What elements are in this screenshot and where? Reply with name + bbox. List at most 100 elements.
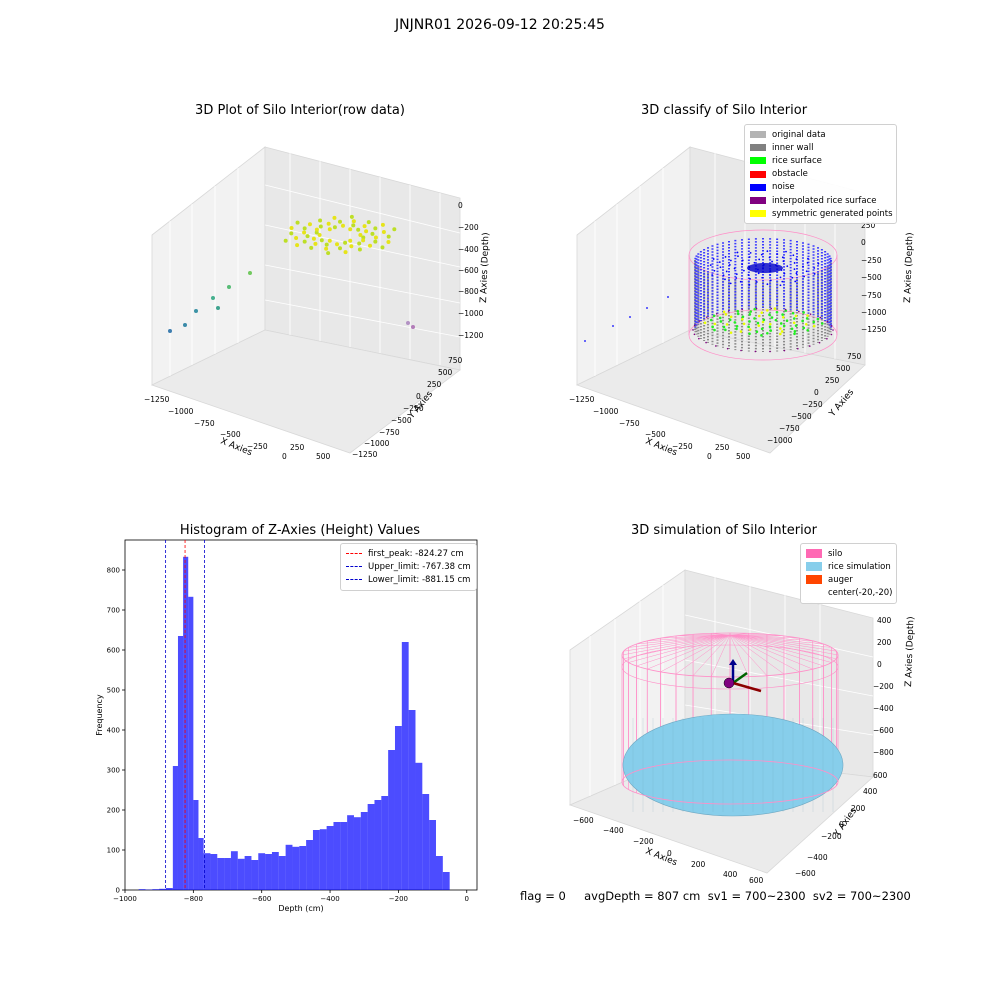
legend-swatch xyxy=(750,170,766,178)
svg-text:−750: −750 xyxy=(779,424,800,433)
svg-text:250: 250 xyxy=(290,443,305,452)
svg-text:−400: −400 xyxy=(603,826,624,835)
histogram-bar xyxy=(278,856,286,890)
histogram-bar xyxy=(401,642,409,890)
histogram-bar xyxy=(271,852,279,890)
histogram-bar xyxy=(408,710,416,890)
sim-z-ticks: 400 200 0 −200 −400 −600 −800 xyxy=(873,616,894,757)
svg-text:−200: −200 xyxy=(873,682,894,691)
silo-simulation-drawing xyxy=(621,632,844,817)
legend-swatch xyxy=(806,588,822,598)
classify-x-ticks: −1250 −1000 −750 −500 −250 0 250 500 xyxy=(569,395,751,461)
histogram-bar xyxy=(177,636,184,890)
histogram-bar xyxy=(299,846,307,890)
legend-line xyxy=(346,566,362,568)
svg-text:−1250: −1250 xyxy=(352,450,378,459)
histogram-reference-lines xyxy=(165,540,205,890)
svg-text:−750: −750 xyxy=(619,419,640,428)
svg-text:0: 0 xyxy=(667,849,672,858)
svg-text:−1000: −1000 xyxy=(861,308,887,317)
figure-title: JNJNR01 2026-09-12 20:25:45 xyxy=(395,17,605,33)
svg-text:−500: −500 xyxy=(791,412,812,421)
histogram-chart[interactable]: −1000 −800 −600 −400 −200 0 0 100 200 300 400 500 6… xyxy=(90,535,490,920)
histogram-bar xyxy=(258,853,266,890)
classify-point-cloud xyxy=(688,229,838,361)
histogram-bar xyxy=(422,794,430,890)
svg-text:−250: −250 xyxy=(403,404,424,413)
histogram-bar xyxy=(166,888,173,890)
histogram-bar xyxy=(138,889,146,890)
histogram-bar xyxy=(203,853,211,890)
histogram-bar xyxy=(152,889,160,890)
raw-3d-plot[interactable]: −1250 −1000 −750 −500 −250 0 250 500 X A… xyxy=(130,135,490,475)
legend-line xyxy=(346,579,362,581)
histogram-bar xyxy=(319,829,327,890)
status-footer: flag = 0 avgDepth = 807 cm sv1 = 700~230… xyxy=(520,889,911,903)
legend-swatch xyxy=(806,549,822,559)
raw-pane-floor xyxy=(150,329,461,454)
svg-text:0: 0 xyxy=(814,388,819,397)
x-tick-label: 0 xyxy=(465,895,469,903)
svg-text:0: 0 xyxy=(707,452,712,461)
raw-y-ticks: 750 500 250 0 −250 −500 −750 −1000 −1250 xyxy=(352,356,463,459)
histogram-bar xyxy=(193,800,199,890)
classify-pane-floor xyxy=(575,329,866,454)
svg-text:600: 600 xyxy=(873,771,888,780)
svg-text:−1250: −1250 xyxy=(144,395,170,404)
legend-item-interpolated: interpolated rice surface xyxy=(750,194,890,207)
svg-text:200: 200 xyxy=(877,638,892,647)
y-tick-label: 0 xyxy=(116,887,120,895)
legend-item-lower-limit: Lower_limit: -881.15 cm xyxy=(346,573,470,586)
histogram-bar xyxy=(306,840,313,890)
x-tick-label: −1000 xyxy=(113,895,137,903)
raw-z-label: Z Axies (Depth) xyxy=(479,232,490,303)
svg-text:500: 500 xyxy=(736,452,751,461)
svg-text:200: 200 xyxy=(691,860,706,869)
svg-text:400: 400 xyxy=(863,787,878,796)
svg-text:0: 0 xyxy=(282,452,287,461)
histogram-bar xyxy=(198,838,204,890)
svg-text:−1250: −1250 xyxy=(569,395,595,404)
y-tick-label: 300 xyxy=(107,767,120,775)
legend-item-rice-surface: rice surface xyxy=(750,154,890,167)
svg-text:−600: −600 xyxy=(573,816,594,825)
histogram-y-ticks: 0 100 200 300 400 500 600 700 800 xyxy=(107,567,125,895)
histogram-bar xyxy=(251,860,259,890)
histogram-bar xyxy=(312,830,320,890)
simulation-3d-plot[interactable]: −600 −400 −200 0 200 400 600 X Axies 600… xyxy=(555,555,915,885)
y-tick-label: 200 xyxy=(107,807,120,815)
x-tick-label: −800 xyxy=(184,895,203,903)
svg-text:500: 500 xyxy=(316,452,331,461)
legend-swatch xyxy=(750,183,766,191)
svg-text:−250: −250 xyxy=(802,400,823,409)
svg-text:−800: −800 xyxy=(458,287,479,296)
raw-x-ticks: −1250 −1000 −750 −500 −250 0 250 500 xyxy=(144,395,331,461)
histogram-bar xyxy=(237,858,245,890)
svg-text:200: 200 xyxy=(851,804,866,813)
legend-swatch xyxy=(750,144,766,152)
svg-text:−400: −400 xyxy=(873,704,894,713)
svg-text:−750: −750 xyxy=(861,291,882,300)
histogram-bar xyxy=(367,804,375,890)
svg-text:0: 0 xyxy=(416,392,421,401)
histogram-bar xyxy=(340,822,348,890)
sim-x-ticks: −600 −400 −200 0 200 400 600 xyxy=(573,816,764,885)
sim-z-label: Z Axies (Depth) xyxy=(904,616,915,687)
svg-text:400: 400 xyxy=(877,616,892,625)
histogram-bars xyxy=(138,556,450,890)
histogram-bar xyxy=(217,858,225,890)
raw-stray-points xyxy=(168,271,415,333)
svg-text:−400: −400 xyxy=(458,245,479,254)
raw-point-cloud xyxy=(270,196,410,349)
legend-swatch xyxy=(750,157,766,165)
y-tick-label: 600 xyxy=(107,647,120,655)
svg-text:0: 0 xyxy=(861,238,866,247)
svg-text:−200: −200 xyxy=(821,832,842,841)
histogram-bar xyxy=(244,856,252,890)
svg-text:−250: −250 xyxy=(247,442,268,451)
svg-text:−250: −250 xyxy=(861,256,882,265)
svg-text:−250: −250 xyxy=(672,442,693,451)
histogram-bar xyxy=(183,556,189,890)
x-tick-label: −200 xyxy=(389,895,408,903)
svg-text:0: 0 xyxy=(877,660,882,669)
